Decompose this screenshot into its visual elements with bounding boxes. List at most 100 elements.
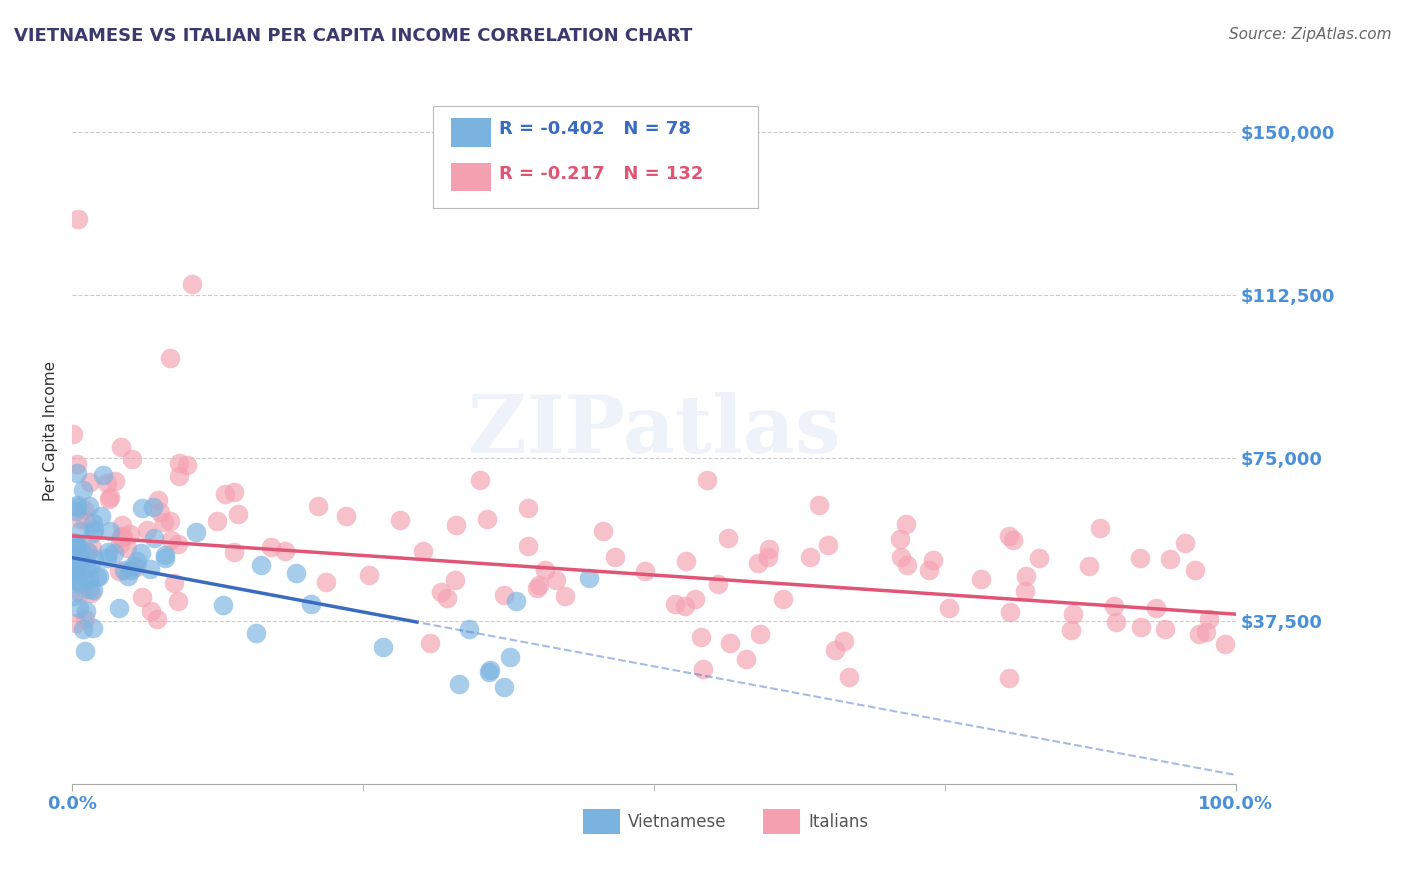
Point [83, 551, 105, 566]
Point [747, 556, 769, 570]
Point [169, 456, 191, 470]
Point [1105, 615, 1128, 629]
Point [176, 458, 198, 472]
Point [77, 572, 100, 586]
Point [120, 563, 142, 577]
Point [65, 504, 87, 518]
Point [998, 671, 1021, 685]
Point [79, 475, 101, 489]
Point [259, 540, 281, 554]
Point [696, 473, 718, 487]
Point [65, 458, 87, 472]
Point [148, 492, 170, 507]
Point [274, 543, 297, 558]
Point [77, 544, 100, 558]
Point [62, 569, 84, 583]
Point [894, 516, 917, 531]
Text: R = -0.217   N = 132: R = -0.217 N = 132 [499, 165, 703, 183]
Point [82, 526, 104, 541]
Point [605, 549, 627, 564]
Point [69, 524, 91, 538]
Point [110, 530, 132, 544]
Point [1014, 568, 1036, 582]
Point [96, 551, 118, 566]
Point [65, 615, 87, 630]
Point [72, 483, 94, 497]
Point [285, 566, 308, 581]
Point [153, 551, 176, 566]
Point [146, 612, 169, 626]
Point [718, 636, 741, 650]
Point [896, 558, 918, 573]
Point [458, 623, 481, 637]
Point [817, 538, 839, 552]
Point [69, 586, 91, 600]
Point [516, 500, 538, 515]
Text: ZIPatlas: ZIPatlas [468, 392, 839, 469]
Point [72, 622, 94, 636]
Point [121, 558, 143, 573]
Point [73, 612, 96, 626]
Point [226, 507, 249, 521]
Point [159, 351, 181, 365]
Point [67, 601, 90, 615]
Point [1195, 625, 1218, 640]
Point [997, 529, 1019, 543]
Point [1184, 563, 1206, 577]
Point [689, 630, 711, 644]
Point [1062, 607, 1084, 621]
Point [554, 589, 576, 603]
Point [664, 597, 686, 611]
Point [98, 491, 121, 505]
Point [444, 517, 467, 532]
Point [65, 558, 87, 572]
Point [100, 524, 122, 538]
Point [66, 500, 89, 515]
Point [98, 491, 121, 506]
Point [136, 523, 159, 537]
Point [63, 541, 86, 555]
Point [1144, 601, 1167, 615]
Point [1174, 536, 1197, 550]
Point [222, 544, 245, 558]
Text: Vietnamese: Vietnamese [628, 813, 727, 830]
Point [103, 546, 125, 560]
Point [250, 558, 273, 573]
Point [807, 498, 830, 512]
Point [1102, 599, 1125, 614]
Point [167, 593, 190, 607]
Point [75, 543, 97, 558]
FancyBboxPatch shape [451, 119, 491, 146]
Point [673, 599, 696, 613]
Point [80, 586, 103, 600]
Point [104, 475, 127, 489]
Point [1159, 552, 1181, 566]
Point [66, 211, 89, 226]
Point [139, 562, 162, 576]
Point [692, 662, 714, 676]
Point [505, 594, 527, 608]
Point [1188, 627, 1211, 641]
Point [111, 518, 134, 533]
Point [66, 537, 89, 551]
Point [79, 500, 101, 514]
Point [82, 582, 104, 597]
Point [65, 562, 87, 576]
Point [475, 512, 498, 526]
Point [160, 533, 183, 547]
Point [149, 505, 172, 519]
Point [82, 516, 104, 531]
Point [889, 532, 911, 546]
Point [69, 576, 91, 591]
Point [1129, 550, 1152, 565]
Point [499, 649, 522, 664]
Point [75, 561, 97, 575]
Point [129, 546, 152, 560]
Point [315, 575, 337, 590]
Point [142, 500, 165, 515]
Point [592, 524, 614, 539]
Point [492, 680, 515, 694]
Point [357, 567, 380, 582]
Point [70, 541, 93, 556]
Point [62, 427, 84, 442]
